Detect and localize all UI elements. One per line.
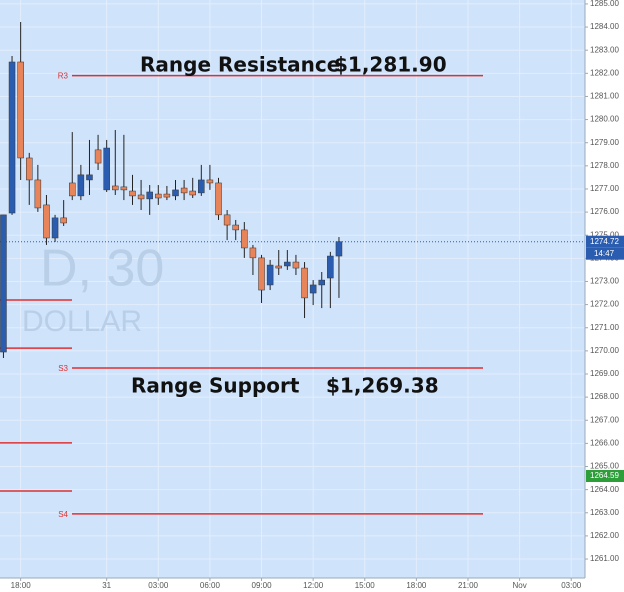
candle-body: [189, 190, 196, 196]
candle-body: [284, 261, 291, 267]
candle-body: [103, 147, 110, 191]
countdown-label: 14:47: [594, 249, 615, 258]
candle-body: [94, 149, 102, 164]
candle-body: [266, 264, 274, 286]
candle-body: [232, 224, 239, 231]
axes: 1261.00 1262.00 1263.00 1264.00 1265.00 1266.…: [11, 0, 624, 590]
y-tick-label: 1283.00: [590, 45, 619, 54]
candle-body: [155, 193, 162, 199]
candle-body: [51, 217, 59, 239]
candle-body: [34, 179, 42, 209]
last-price-label: 1274.72: [590, 237, 619, 246]
y-tick-label: 1264.00: [590, 485, 619, 494]
x-tick-label: 21:00: [458, 581, 479, 590]
candle-body: [309, 284, 317, 294]
annotation: Range Resistance: [140, 53, 340, 77]
y-tick-label: 1262.00: [590, 531, 619, 540]
y-tick-label: 1273.00: [590, 277, 619, 286]
y-tick-label: 1282.00: [590, 68, 619, 77]
x-tick-label: 06:00: [200, 581, 221, 590]
y-axis-background: [585, 0, 624, 592]
y-tick-label: 1265.00: [590, 462, 619, 471]
y-tick-label: 1269.00: [590, 369, 619, 378]
x-tick-label: 09:00: [252, 581, 273, 590]
x-tick-label: Nov: [513, 581, 527, 590]
candle-body: [43, 204, 50, 239]
candles: [0, 21, 343, 359]
candle-body: [172, 189, 179, 197]
countdown-box: [586, 247, 624, 260]
candle-body: [335, 241, 343, 257]
candle-body: [86, 174, 93, 181]
candle-body: [163, 193, 171, 198]
annotation: $1,269.38: [326, 374, 439, 398]
candle-body: [327, 255, 334, 279]
y-tick-label: 1267.00: [590, 415, 619, 424]
y-tick-label: 1266.00: [590, 438, 619, 447]
y-tick-label: 1284.00: [590, 22, 619, 31]
candle-body: [8, 61, 16, 214]
x-tick-label: 12:00: [303, 581, 324, 590]
candle-body: [198, 179, 205, 194]
candle-body: [137, 194, 145, 200]
y-tick-label: 1275.00: [590, 230, 619, 239]
annotation: Range Support: [131, 374, 300, 398]
level-label: R3: [58, 72, 69, 81]
candle-body: [112, 185, 119, 191]
candle-body: [146, 191, 153, 200]
watermark: D, 30: [40, 240, 164, 298]
y-tick-label: 1271.00: [590, 323, 619, 332]
y-tick-label: 1276.00: [590, 207, 619, 216]
candle-body: [26, 157, 33, 181]
candle-body: [60, 217, 67, 224]
candle-body: [0, 214, 7, 353]
candle-body: [77, 174, 85, 197]
candle-body: [292, 261, 300, 269]
candle-body: [180, 187, 188, 194]
levels: R3 S3 S4: [0, 72, 585, 519]
candle-body: [301, 267, 308, 299]
candle-body: [129, 190, 136, 197]
y-tick-label: 1285.00: [590, 0, 619, 8]
y-tick-label: 1268.00: [590, 392, 619, 401]
y-tick-label: 1277.00: [590, 184, 619, 193]
candle-body: [275, 265, 282, 269]
candle-body: [249, 247, 257, 259]
candle-body: [120, 186, 128, 191]
candle-body: [17, 61, 24, 159]
candle-body: [241, 229, 248, 249]
x-tick-label: 31: [102, 581, 111, 590]
level-label: S4: [58, 510, 68, 519]
x-tick-label: 03:00: [148, 581, 169, 590]
marker-price-box: [586, 470, 624, 482]
annotation: $1,281.90: [334, 53, 447, 77]
candle-body: [69, 182, 76, 197]
x-tick-label: 18:00: [406, 581, 427, 590]
x-tick-label: 15:00: [355, 581, 376, 590]
last-price-box: [586, 235, 624, 248]
x-tick-label: 03:00: [561, 581, 582, 590]
watermark: DOLLAR: [22, 305, 142, 338]
marker-price-label: 1264.59: [590, 471, 619, 480]
x-axis-background: [0, 578, 585, 592]
y-tick-label: 1261.00: [590, 554, 619, 563]
y-tick-label: 1278.00: [590, 161, 619, 170]
y-tick-label: 1263.00: [590, 508, 619, 517]
candle-body: [215, 182, 222, 216]
grid: [0, 0, 585, 578]
candle-body: [318, 279, 325, 286]
y-tick-label: 1281.00: [590, 92, 619, 101]
y-tick-label: 1272.00: [590, 300, 619, 309]
y-tick-label: 1279.00: [590, 138, 619, 147]
y-tick-label: 1270.00: [590, 346, 619, 355]
candle-body: [258, 257, 265, 291]
x-tick-label: 18:00: [11, 581, 32, 590]
y-tick-label: 1280.00: [590, 115, 619, 124]
candle-body: [206, 179, 214, 184]
candle-body: [223, 214, 231, 226]
level-label: S3: [58, 364, 68, 373]
